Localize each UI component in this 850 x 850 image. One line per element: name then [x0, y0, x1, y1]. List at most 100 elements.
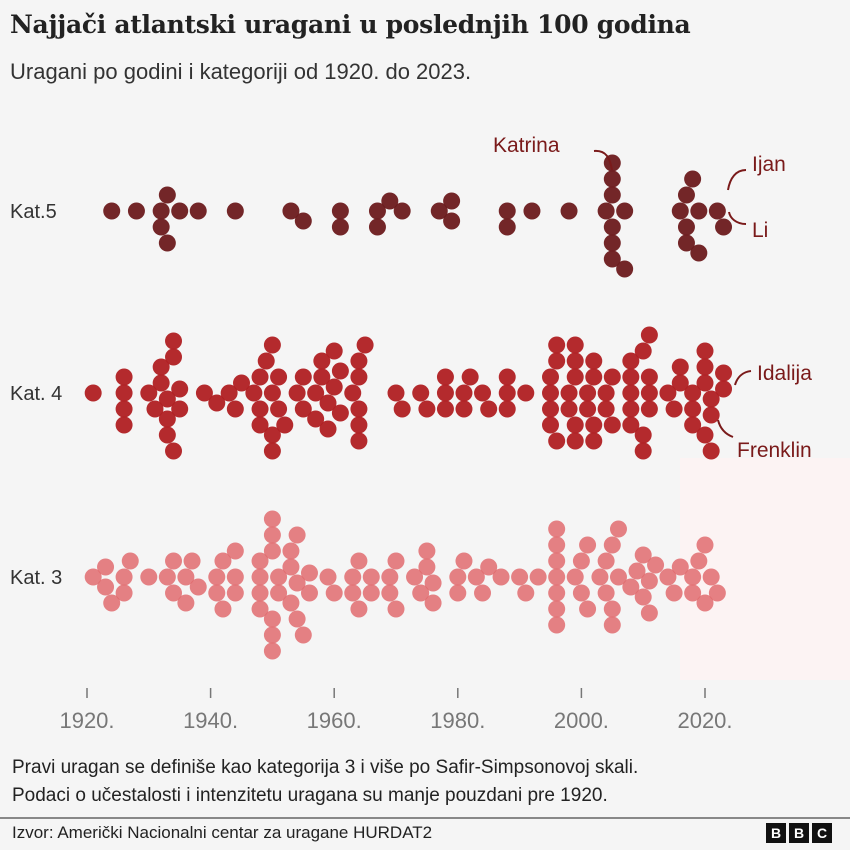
hurricane-dot — [331, 202, 349, 220]
hurricane-dot — [517, 584, 535, 602]
hurricane-dot — [702, 406, 720, 424]
hurricane-dot — [640, 368, 658, 386]
hurricane-dot — [622, 400, 640, 418]
hurricane-dot — [226, 584, 244, 602]
hurricane-dot — [294, 626, 312, 644]
hurricane-dot — [671, 558, 689, 576]
hurricane-dot — [406, 568, 424, 586]
hurricane-dot — [603, 250, 621, 268]
hurricane-dot — [152, 218, 170, 236]
hurricane-dot — [609, 568, 627, 586]
hurricane-dot — [671, 374, 689, 392]
hurricane-dot — [715, 364, 733, 382]
hurricane-dot — [622, 416, 640, 434]
footnote-line-2: Podaci o učestalosti i intenzitetu uraga… — [12, 785, 608, 806]
hurricane-dot — [603, 368, 621, 386]
frenklin-leader-line — [717, 419, 734, 438]
hurricane-dot — [177, 594, 195, 612]
hurricane-dot — [115, 568, 133, 586]
hurricane-dot — [158, 186, 176, 204]
hurricane-dot — [189, 202, 207, 220]
hurricane-dot — [344, 384, 362, 402]
hurricane-dot — [115, 368, 133, 386]
hurricane-dot — [498, 202, 516, 220]
hurricane-dot — [251, 416, 269, 434]
hurricane-dot — [214, 552, 232, 570]
hurricane-dot — [350, 352, 368, 370]
hurricane-dot — [634, 426, 652, 444]
hurricane-dot — [97, 578, 115, 596]
hurricane-dot — [548, 352, 566, 370]
hurricane-dot — [233, 374, 250, 392]
hurricane-dot — [97, 558, 115, 576]
hurricane-dot — [183, 552, 201, 570]
hurricane-dot — [103, 594, 121, 612]
hurricane-dot — [251, 400, 269, 418]
hurricane-dot — [622, 578, 640, 596]
hurricane-dot — [393, 202, 411, 220]
hurricane-dot — [708, 584, 726, 602]
annotation-frenklin: Frenklin — [737, 439, 812, 462]
bbc-logo-letter: B — [766, 823, 786, 843]
hurricane-dot — [542, 384, 559, 402]
hurricane-dot — [671, 358, 689, 376]
hurricane-dot — [282, 202, 300, 220]
ijan-leader-line — [727, 169, 747, 191]
chart-subtitle: Uragani po godini i kategoriji od 1920. … — [10, 59, 472, 84]
hurricane-dot — [603, 234, 621, 252]
hurricane-dot — [270, 368, 288, 386]
hurricane-dot — [177, 568, 195, 586]
hurricane-dot — [671, 202, 689, 220]
hurricane-dot — [696, 594, 714, 612]
hurricane-dot — [696, 374, 714, 392]
hurricane-dot — [634, 442, 652, 460]
hurricane-dot — [263, 510, 281, 528]
hurricane-dot — [690, 244, 708, 262]
hurricane-dot — [548, 336, 566, 354]
hurricane-dot — [542, 416, 559, 434]
hurricane-dot — [443, 212, 461, 230]
hurricane-dot — [251, 568, 269, 586]
hurricane-dot — [165, 348, 183, 366]
beeswarm-chart: 1920. 1940. 1960. 1980. 2000. 2020. Katrina I… — [10, 134, 813, 733]
hurricane-dot — [251, 368, 269, 386]
hurricane-dot — [523, 202, 541, 220]
hurricane-dot — [566, 368, 584, 386]
chart-title: Najjači atlantski uragani u poslednjih 1… — [10, 10, 691, 39]
hurricane-dot — [146, 400, 164, 418]
hurricane-dot — [171, 380, 189, 398]
hurricane-dot — [282, 594, 300, 612]
hurricane-dot — [263, 426, 281, 444]
hurricane-dot — [640, 384, 658, 402]
hurricane-dot — [381, 568, 399, 586]
hurricane-dot — [677, 218, 695, 236]
hurricane-dot — [690, 202, 708, 220]
annotation-katrina: Katrina — [493, 134, 560, 157]
hurricane-dot — [418, 558, 436, 576]
hurricane-dot — [572, 584, 590, 602]
hurricane-dot — [677, 186, 695, 204]
footnote-line-1: Pravi uragan se definiše kao kategorija … — [12, 757, 639, 778]
category-label-5: Kat.5 — [10, 201, 57, 223]
hurricane-dot — [467, 568, 485, 586]
hurricane-dot — [368, 218, 386, 236]
hurricane-dot — [344, 568, 362, 586]
hurricane-dot — [263, 336, 281, 354]
hurricane-dot — [245, 384, 263, 402]
hurricane-dot — [702, 442, 720, 460]
hurricane-dot — [226, 400, 244, 418]
hurricane-dot — [430, 202, 448, 220]
hurricane-dot — [282, 542, 300, 560]
hurricane-dot — [474, 384, 492, 402]
hurricane-dot — [251, 552, 269, 570]
hurricane-dot — [622, 384, 640, 402]
hurricane-dot — [572, 552, 590, 570]
hurricane-dot — [263, 384, 281, 402]
hurricane-dot — [548, 584, 566, 602]
hurricane-dot — [270, 400, 288, 418]
hurricane-dot — [566, 352, 584, 370]
hurricane-dot — [263, 610, 281, 628]
hurricane-dot — [640, 400, 658, 418]
hurricane-dot — [628, 562, 646, 580]
